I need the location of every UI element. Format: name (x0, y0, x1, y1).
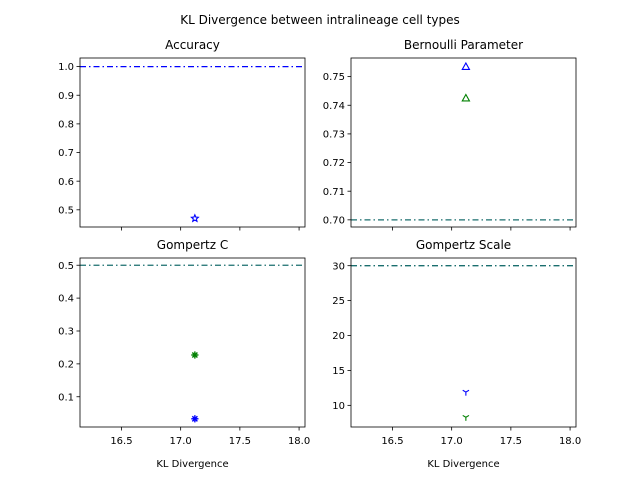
accuracy-ytick-label: 0.7 (58, 148, 74, 159)
bernoulli-ytick-label: 0.72 (323, 158, 345, 169)
gompertz-scale-xtick-label: 17.0 (441, 436, 463, 447)
accuracy-ytick-label: 0.8 (58, 119, 74, 130)
gompertz-c-xtick-label: 18.0 (288, 436, 310, 447)
bernoulli-ytick-label: 0.74 (323, 101, 345, 112)
gompertz-c-ytick-label: 0.2 (58, 359, 74, 370)
accuracy-ytick-label: 0.5 (58, 205, 74, 216)
gompertz-scale-point-1 (462, 389, 470, 396)
gompertz-scale-xtick-label: 16.5 (381, 436, 403, 447)
gompertz-scale-ytick-label: 10 (332, 401, 345, 412)
chart-accuracy: Accuracy 0.5 0.6 0.7 0.8 0.9 1.0 (58, 38, 306, 231)
gompertz-c-xtick-label: 16.5 (110, 436, 132, 447)
bernoulli-point-1 (461, 61, 471, 71)
bernoulli-point-2 (461, 93, 471, 102)
chart-gompertz-scale: Gompertz Scale 10 15 20 25 30 16.5 17.0 17.5 18.0… (332, 238, 581, 470)
accuracy-title: Accuracy (165, 38, 220, 52)
bernoulli-ytick-label: 0.75 (323, 72, 345, 83)
accuracy-ytick-label: 0.6 (58, 177, 74, 188)
gompertz-scale-title: Gompertz Scale (416, 238, 511, 252)
gompertz-c-xtick-label: 17.5 (229, 436, 251, 447)
gompertz-c-ytick-label: 0.3 (58, 327, 74, 338)
gompertz-scale-ytick-label: 15 (332, 366, 345, 377)
chart-gompertz-c: Gompertz C 0.1 0.2 0.3 0.4 0.5 16.5 17.0 17.5 18.… (58, 238, 310, 470)
gompertz-scale-xtick-label: 17.5 (500, 436, 522, 447)
gompertz-c-point-2 (191, 415, 199, 423)
panels: Accuracy 0.5 0.6 0.7 0.8 0.9 1.0 Bernoulli Para… (58, 38, 581, 470)
gompertz-scale-point-2 (462, 414, 470, 421)
gompertz-c-point-1 (191, 351, 199, 359)
gompertz-c-ytick-label: 0.4 (58, 294, 74, 305)
gompertz-c-xtick-label: 17.0 (170, 436, 192, 447)
gompertz-scale-ytick-label: 30 (332, 261, 345, 272)
gompertz-c-ytick-label: 0.5 (58, 261, 74, 272)
accuracy-ytick-label: 0.9 (58, 91, 74, 102)
chart-bernoulli: Bernoulli Parameter 0.70 0.71 0.72 0.73 0.74 0… (323, 38, 577, 231)
bernoulli-axes-frame (350, 57, 577, 228)
gompertz-scale-xlabel: KL Divergence (427, 459, 499, 470)
accuracy-axes-frame (79, 57, 306, 228)
bernoulli-ytick-label: 0.70 (323, 215, 345, 226)
bernoulli-ytick-label: 0.73 (323, 130, 345, 141)
gompertz-c-xlabel: KL Divergence (156, 459, 228, 470)
accuracy-point-1 (190, 213, 200, 223)
accuracy-ytick-label: 1.0 (58, 62, 74, 73)
gompertz-scale-ytick-label: 25 (332, 296, 345, 307)
bernoulli-title: Bernoulli Parameter (404, 38, 523, 52)
gompertz-c-ytick-label: 0.1 (58, 392, 74, 403)
gompertz-scale-axes-frame (350, 257, 577, 428)
gompertz-c-title: Gompertz C (157, 238, 228, 252)
figure-title: KL Divergence between intralineage cell … (180, 13, 460, 27)
bernoulli-ytick-label: 0.71 (323, 187, 345, 198)
gompertz-c-axes-frame (79, 257, 306, 428)
gompertz-scale-xtick-label: 18.0 (559, 436, 581, 447)
gompertz-scale-ytick-label: 20 (332, 331, 345, 342)
